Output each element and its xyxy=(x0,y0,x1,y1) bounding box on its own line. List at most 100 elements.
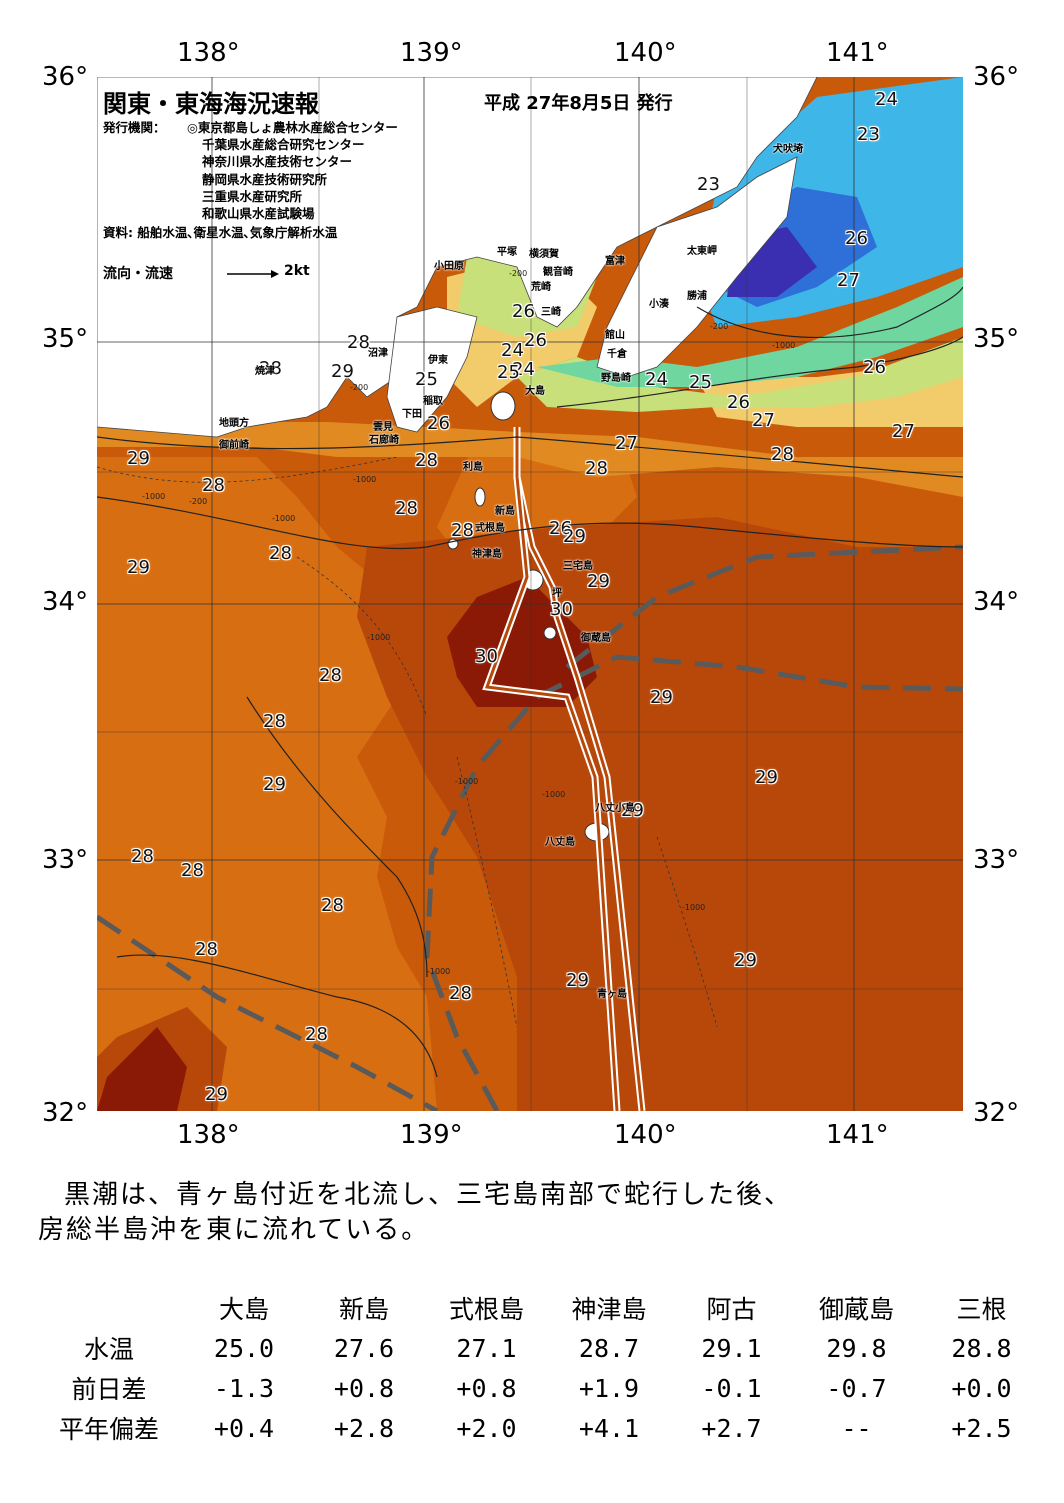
lat-label-33-right: 33° xyxy=(973,845,1020,875)
table-corner xyxy=(34,1288,184,1328)
place-label: 三崎 xyxy=(541,307,561,318)
table-cell: +0.8 xyxy=(456,1373,517,1403)
isotherm-label: 26 xyxy=(512,301,535,322)
row-label: 前日差 xyxy=(71,1375,147,1404)
place-label: 観音崎 xyxy=(543,267,573,278)
lat-label-33-left: 33° xyxy=(42,845,89,875)
depth-label: -1000 xyxy=(682,903,706,912)
table-row: 平年偏差 +0.4 +2.8 +2.0 +4.1 +2.7 -- +2.5 xyxy=(34,1408,1044,1448)
table-cell: 29.8 xyxy=(826,1333,887,1363)
isotherm-label: 26 xyxy=(549,518,572,539)
summary-line-2: 房総半島沖を東に流れている。 xyxy=(38,1215,430,1245)
isotherm-label: 29 xyxy=(755,767,778,788)
place-label: 館山 xyxy=(605,330,625,341)
kuroshio-current-path xyxy=(482,427,646,1111)
isotherm-label: 29 xyxy=(650,687,673,708)
table-row: 前日差 -1.3 +0.8 +0.8 +1.9 -0.1 -0.7 +0.0 xyxy=(34,1368,1044,1408)
isotherm-label: 28 xyxy=(321,895,344,916)
isotherm-label: 27 xyxy=(752,410,775,431)
lat-label-36-right: 36° xyxy=(973,62,1020,92)
table-cell: 27.1 xyxy=(456,1333,517,1363)
lat-label-35-right: 35° xyxy=(973,324,1020,354)
lat-label-36-left: 36° xyxy=(42,62,89,92)
depth-label: -1000 xyxy=(455,777,479,786)
table-cell: 29.1 xyxy=(701,1333,762,1363)
depth-label: -200 xyxy=(710,322,729,331)
place-label: 平塚 xyxy=(497,247,517,258)
isotherm-label: 28 xyxy=(771,444,794,465)
station-header: 御蔵島 xyxy=(818,1295,894,1324)
isotherm-label: 30 xyxy=(550,599,573,620)
kuroshio-mean-axis xyxy=(97,544,963,1111)
place-label: 稲取 xyxy=(423,396,443,407)
publisher-org: 和歌山県水産試験場 xyxy=(202,206,315,221)
place-label: 神津島 xyxy=(472,549,502,560)
publisher-org: 静岡県水産技術研究所 xyxy=(202,172,328,187)
place-label: 御前崎 xyxy=(219,440,249,451)
isotherm-label: 27 xyxy=(892,421,915,442)
table-cell: +4.1 xyxy=(578,1413,640,1443)
lon-label-138-top: 138° xyxy=(177,38,240,68)
isotherm-label: 28 xyxy=(449,983,472,1004)
lon-label-141-top: 141° xyxy=(826,38,889,68)
lat-label-32-right: 32° xyxy=(973,1098,1020,1128)
isotherm-label: 26 xyxy=(863,357,886,378)
isotherm-label: 26 xyxy=(727,392,750,413)
place-label: 沼津 xyxy=(368,348,388,359)
isotherm-label: 28 xyxy=(319,665,342,686)
table-cell: +1.9 xyxy=(578,1373,640,1403)
lon-label-139-bottom: 139° xyxy=(400,1120,463,1150)
sea-25-zone xyxy=(517,337,963,412)
isotherm-label: 24 xyxy=(645,369,668,390)
place-label: 千倉 xyxy=(607,349,627,360)
station-temperature-table: 大島 新島 式根島 神津島 阿古 御蔵島 三根 水温 25.0 27.6 27.… xyxy=(34,1288,1044,1448)
table-cell: -1.3 xyxy=(213,1373,275,1403)
station-header: 式根島 xyxy=(448,1295,524,1324)
map-canvas xyxy=(97,77,963,1111)
isotherm-label: 24 xyxy=(501,340,524,361)
isotherm-label: 25 xyxy=(415,369,438,390)
isotherm-label: 29 xyxy=(621,800,644,821)
map-title: 関東・東海海況速報 xyxy=(103,90,319,118)
place-label: 八丈島 xyxy=(545,837,575,848)
lat-label-34-left: 34° xyxy=(42,587,89,617)
table-cell: 27.6 xyxy=(333,1333,395,1363)
isotherm-label: 24 xyxy=(875,89,898,110)
table-cell: +0.0 xyxy=(951,1373,1012,1403)
publisher-org: 三重県水産研究所 xyxy=(202,189,303,204)
place-label: 石廊崎 xyxy=(369,435,399,446)
publisher-org: ◎東京都島しょ農林水産総合センター xyxy=(187,120,398,135)
isotherm-label: 29 xyxy=(205,1084,228,1105)
lat-label-32-left: 32° xyxy=(42,1098,89,1128)
summary-text: 黒潮は、青ヶ島付近を北流し、三宅島南部で蛇行した後、 房総半島沖を東に流れている… xyxy=(38,1178,792,1248)
isotherm-label: 28 xyxy=(259,358,282,379)
isotherm-label: 28 xyxy=(195,939,218,960)
place-label: 三宅島 xyxy=(563,561,593,572)
publisher-org: 神奈川県水産技術センター xyxy=(202,154,353,169)
place-label: 横須賀 xyxy=(529,249,559,260)
isotherm-label: 28 xyxy=(202,475,225,496)
place-label: 地頭方 xyxy=(219,418,249,429)
isotherm-label: 26 xyxy=(524,330,547,351)
lon-label-139-top: 139° xyxy=(400,38,463,68)
current-scale-arrow xyxy=(227,270,279,278)
place-label: 野島崎 xyxy=(601,373,631,384)
isotherm-label: 27 xyxy=(615,433,638,454)
place-label: 焼津 xyxy=(255,366,275,377)
lon-label-138-bottom: 138° xyxy=(177,1120,240,1150)
station-header: 新島 xyxy=(338,1295,389,1324)
place-label: 八丈小島 xyxy=(595,803,635,814)
lon-label-140-top: 140° xyxy=(614,38,677,68)
isotherm-label: 29 xyxy=(263,774,286,795)
sea-30-zone-2 xyxy=(97,1027,187,1111)
table-cell: +0.8 xyxy=(333,1373,395,1403)
station-header: 阿古 xyxy=(706,1295,757,1324)
table-row: 水温 25.0 27.6 27.1 28.7 29.1 29.8 28.8 xyxy=(34,1328,1044,1368)
place-label: 伊東 xyxy=(428,355,448,366)
land-honshu xyxy=(97,77,818,438)
place-label: 太東岬 xyxy=(687,246,717,257)
sea-30-zone xyxy=(447,577,597,707)
place-label: 御蔵島 xyxy=(581,633,611,644)
isotherm-label: 28 xyxy=(131,846,154,867)
current-legend-scale: 2kt xyxy=(284,263,310,279)
